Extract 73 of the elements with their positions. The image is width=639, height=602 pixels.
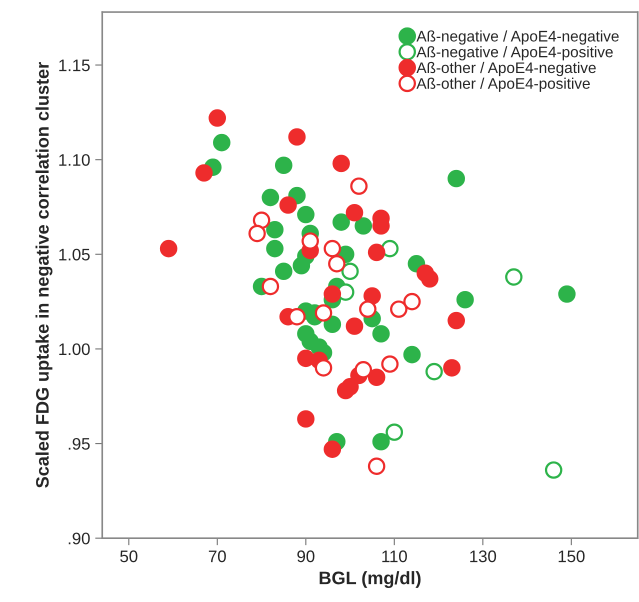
point bbox=[448, 312, 465, 330]
point bbox=[292, 256, 310, 274]
point bbox=[288, 128, 306, 146]
point bbox=[274, 156, 292, 174]
point bbox=[248, 224, 266, 242]
point bbox=[332, 154, 350, 172]
point bbox=[368, 368, 386, 386]
legend-label: Aß-negative / ApoE4-negative bbox=[416, 30, 619, 45]
point bbox=[324, 316, 342, 334]
x-tick-label: 150 bbox=[558, 550, 585, 562]
x-tick-label: 50 bbox=[120, 550, 138, 562]
point bbox=[346, 318, 364, 335]
point bbox=[558, 285, 576, 303]
y-tick-label: .95 bbox=[68, 438, 90, 450]
point bbox=[266, 240, 284, 258]
legend-label: Aß-negative / ApoE4-positive bbox=[416, 46, 613, 60]
point bbox=[195, 164, 213, 182]
y-axis-title: Scaled FDG uptake in negative correlation cluster bbox=[36, 62, 52, 488]
point bbox=[381, 355, 399, 373]
point bbox=[324, 240, 342, 258]
legend-label: Aß-other / ApoE4-negative bbox=[416, 62, 596, 76]
point bbox=[328, 255, 346, 272]
point bbox=[381, 240, 399, 258]
point bbox=[544, 461, 562, 479]
point bbox=[208, 109, 226, 127]
point bbox=[354, 361, 372, 378]
point bbox=[336, 382, 354, 400]
point bbox=[350, 177, 368, 195]
point bbox=[297, 410, 315, 428]
point bbox=[324, 440, 342, 458]
point bbox=[448, 170, 465, 188]
point bbox=[456, 291, 474, 308]
point bbox=[324, 285, 342, 303]
point bbox=[341, 262, 359, 280]
point bbox=[403, 346, 421, 364]
y-tick-label: 1.00 bbox=[59, 343, 90, 356]
y-tick-label: 1.10 bbox=[59, 154, 90, 166]
point bbox=[425, 362, 443, 380]
point bbox=[266, 220, 284, 238]
x-axis-title: BGL (mg/dl) bbox=[320, 571, 421, 588]
point bbox=[505, 268, 523, 286]
point bbox=[368, 244, 386, 262]
point bbox=[314, 359, 332, 377]
point bbox=[213, 134, 230, 152]
point bbox=[279, 196, 297, 214]
point bbox=[386, 423, 404, 441]
point bbox=[354, 217, 372, 235]
point bbox=[363, 287, 381, 305]
y-tick-label: .90 bbox=[68, 532, 90, 544]
point bbox=[274, 262, 292, 280]
point bbox=[372, 432, 390, 450]
legend-label: Aß-other / ApoE4-positive bbox=[416, 78, 590, 92]
point bbox=[346, 204, 364, 222]
point bbox=[390, 300, 408, 318]
x-tick-label: 70 bbox=[208, 550, 226, 562]
point bbox=[443, 359, 461, 377]
point bbox=[297, 206, 315, 224]
point bbox=[372, 325, 390, 342]
x-tick-label: 110 bbox=[382, 550, 407, 562]
point bbox=[403, 292, 421, 310]
point bbox=[288, 308, 306, 326]
point bbox=[359, 300, 376, 318]
y-tick-label: 1.05 bbox=[59, 248, 90, 260]
point bbox=[160, 240, 178, 258]
point bbox=[262, 188, 280, 206]
point bbox=[314, 304, 332, 322]
x-tick-label: 130 bbox=[470, 550, 496, 562]
y-tick-label: 1.15 bbox=[59, 60, 90, 72]
x-tick-label: 90 bbox=[297, 550, 314, 562]
point bbox=[332, 213, 350, 231]
point bbox=[262, 278, 280, 296]
point bbox=[421, 270, 438, 288]
point bbox=[368, 458, 386, 475]
